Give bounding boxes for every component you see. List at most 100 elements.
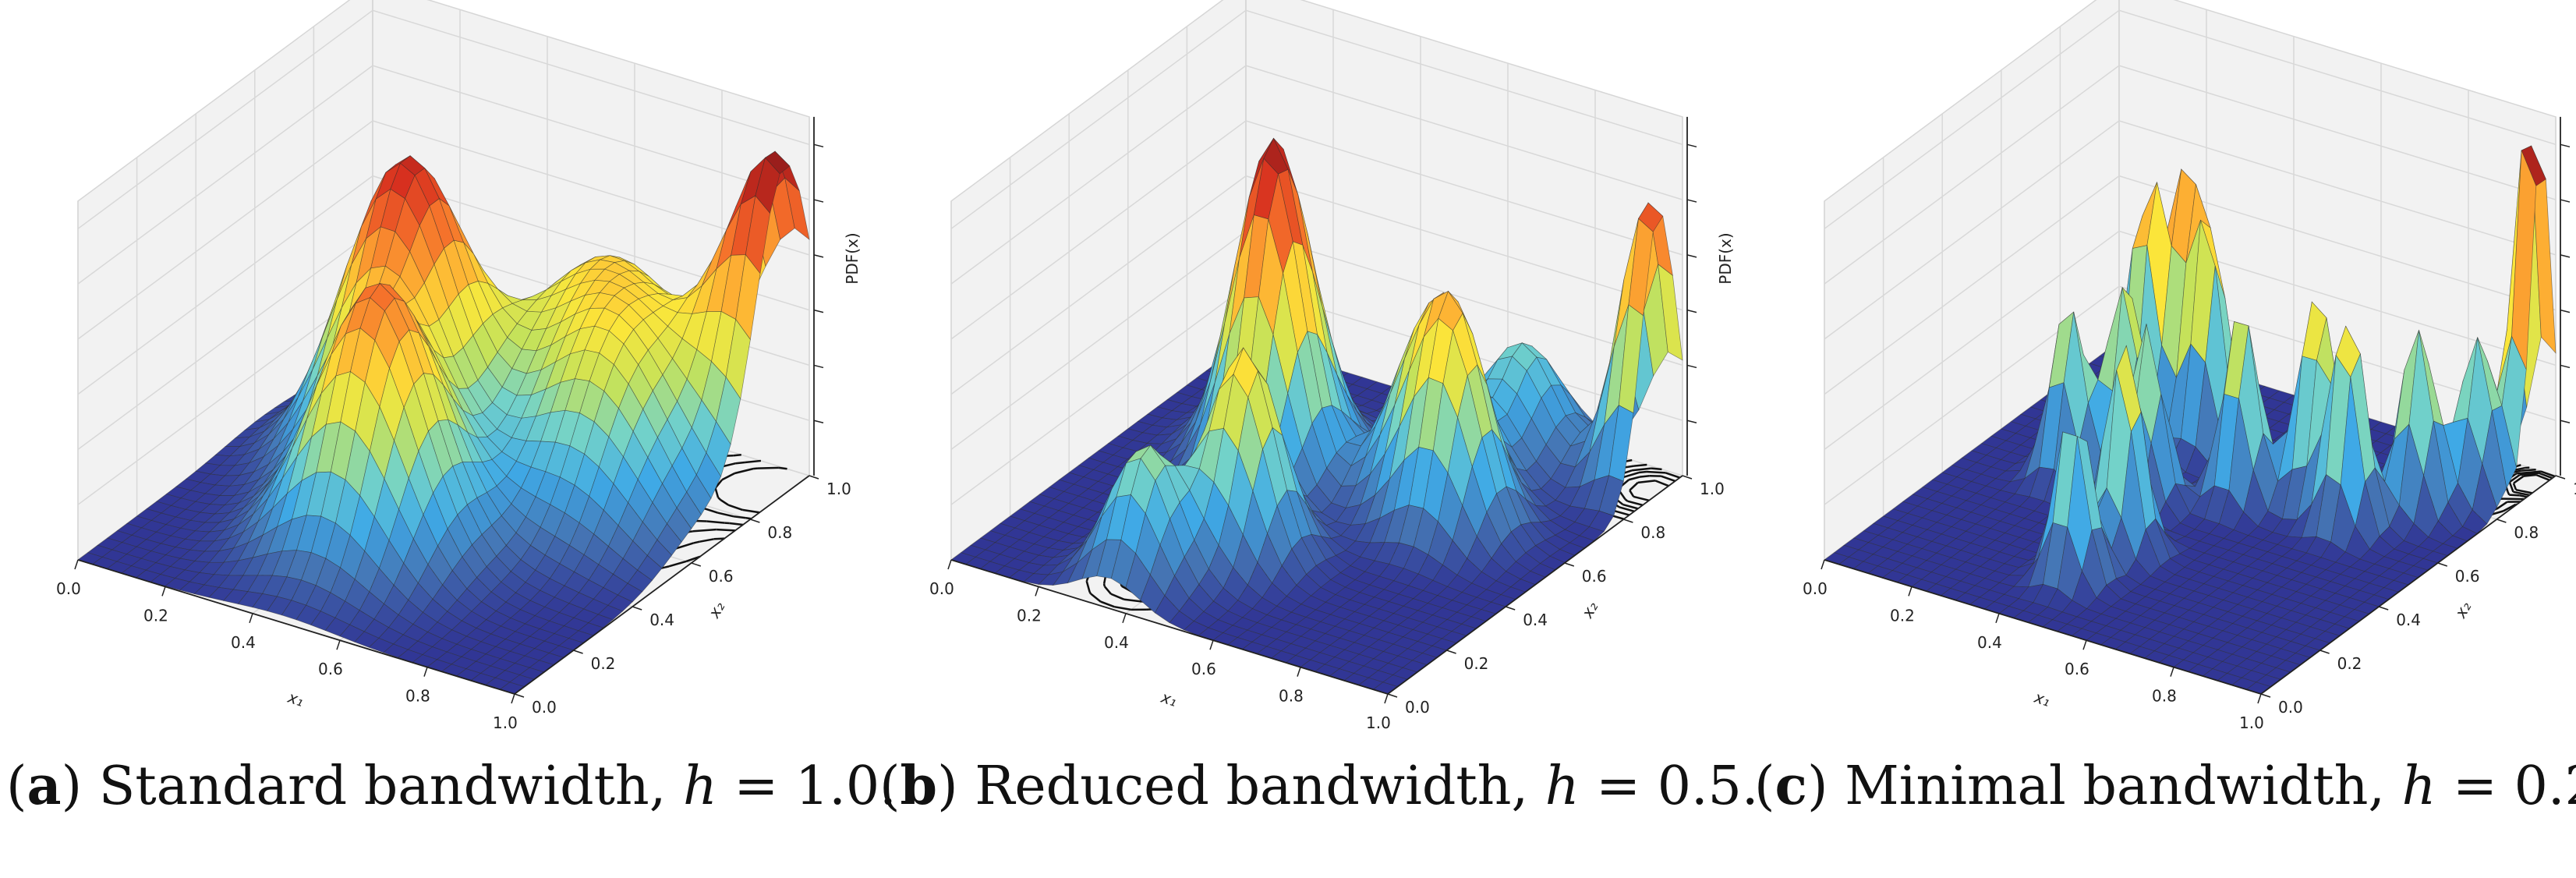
x2-tick: [1564, 562, 1575, 567]
x1-tick-label: 0.8: [405, 687, 430, 706]
z-tick: [813, 254, 824, 258]
x1-axis-label: x₁: [2032, 688, 2053, 710]
contour-line: [689, 530, 694, 533]
z-tick: [1686, 364, 1697, 369]
x2-tick-label: 0.0: [1405, 698, 1430, 717]
contour-line: [1624, 469, 1633, 474]
contour-line: [1661, 475, 1675, 483]
contour-line: [2519, 494, 2528, 498]
caption-c-var: h: [2401, 756, 2436, 817]
x2-tick: [632, 606, 642, 611]
contour-line: [2538, 472, 2553, 480]
contour-line: [1665, 472, 1680, 479]
caption-b-eq: = 0.5.: [1579, 756, 1759, 817]
contour-line: [2509, 473, 2521, 483]
gridline: [950, 175, 1683, 395]
contour-line: [1114, 605, 1131, 611]
x1-tick: [1908, 586, 1913, 597]
x2-tick: [1387, 693, 1398, 698]
x1-tick: [74, 559, 79, 570]
x2-tick-label: 0.6: [2455, 567, 2480, 586]
contour-line: [735, 461, 745, 465]
caption-b-var: h: [1545, 756, 1580, 817]
x1-tick: [2082, 639, 2087, 650]
x1-axis-line: [950, 559, 1389, 695]
x2-tick: [2555, 475, 2566, 480]
x2-tick-label: 0.2: [591, 654, 616, 673]
panel-c-plot: 0.0 0.2 0.4 0.6 0.8 1.0 0.0 0.2 0.4 0.6 0.8 1.0 x₁ x₂…: [1803, 0, 2576, 732]
x1-tick: [947, 559, 952, 570]
x2-tick: [2378, 606, 2389, 611]
contour-line: [1103, 586, 1112, 595]
z-tick: [813, 309, 824, 313]
gridline: [1824, 175, 2557, 395]
x1-tick-label: 0.0: [56, 579, 81, 598]
contour-line: [2508, 481, 2514, 493]
x2-axis-label: x₂: [704, 598, 728, 621]
caption-c: (c) Minimal bandwidth, h = 0.2.: [1754, 747, 2576, 825]
x2-tick: [2260, 693, 2271, 698]
contour-line: [2503, 503, 2517, 512]
caption-a-var: h: [682, 756, 717, 817]
contour-line: [1629, 481, 1639, 491]
contour-line: [717, 528, 736, 532]
x2-tick: [2496, 519, 2507, 523]
caption-b: (b) Reduced bandwidth, h = 0.5.: [879, 755, 1759, 817]
panel-b-plot: 0.0 0.2 0.4 0.6 0.8 1.0 0.0 0.2 0.4 0.6 0.8 1.0 x₁ x₂…: [929, 0, 1735, 732]
z-tick: [813, 364, 824, 369]
x1-tick: [1035, 586, 1039, 597]
contour-line: [2513, 475, 2525, 484]
contour-line: [1646, 470, 1666, 474]
x1-tick-label: 1.0: [1366, 713, 1391, 732]
gridline: [1824, 230, 2557, 451]
x2-tick: [573, 650, 583, 654]
contour-line: [1619, 490, 1626, 500]
x1-tick-label: 0.6: [318, 660, 343, 678]
contour-line: [1614, 509, 1630, 516]
caption-b-letter: b: [900, 755, 938, 817]
x2-tick: [514, 693, 525, 698]
x1-tick-label: 0.6: [2065, 660, 2089, 678]
z-tick: [813, 199, 824, 203]
contour-line: [668, 560, 687, 568]
contour-line: [2515, 488, 2533, 494]
x1-tick-label: 0.2: [1890, 606, 1915, 625]
contour-line: [2540, 470, 2556, 478]
contour-line: [692, 528, 717, 533]
contour-line: [2512, 483, 2518, 490]
x1-tick: [1384, 693, 1389, 704]
x2-tick-label: 1.0: [826, 480, 851, 498]
x1-tick: [511, 693, 515, 704]
x2-tick-label: 0.4: [2396, 611, 2421, 629]
gridline: [950, 9, 1683, 229]
contour-line: [714, 487, 720, 498]
x2-tick-label: 1.0: [2573, 480, 2576, 498]
x1-axis-label: x₁: [285, 688, 306, 710]
gridline: [1824, 120, 2557, 340]
caption-a-text: Standard bandwidth,: [98, 756, 683, 817]
contour-line: [1088, 591, 1092, 595]
z-tick: [813, 420, 824, 423]
x2-tick: [1505, 606, 1516, 611]
x2-tick-label: 0.4: [649, 611, 674, 629]
contour-line: [745, 459, 762, 464]
x2-tick-label: 0.8: [2514, 523, 2539, 542]
contour-line: [717, 512, 734, 518]
x2-axis-line: [2260, 475, 2557, 695]
x1-tick: [161, 586, 166, 597]
caption-c-eq: = 0.2.: [2453, 756, 2576, 817]
x2-tick-label: 0.4: [1523, 611, 1548, 629]
contour-line: [2507, 491, 2511, 496]
x1-tick-label: 0.0: [1803, 579, 1828, 598]
x1-tick: [1995, 613, 2000, 624]
gridline: [1824, 65, 2557, 285]
caption-a: (a) Standard bandwidth, h = 1.0.: [6, 755, 897, 817]
caption-a-eq: = 1.0.: [717, 756, 897, 817]
gridline: [950, 65, 1683, 285]
gridline: [77, 120, 810, 340]
contour-line: [1110, 593, 1125, 600]
x1-tick: [249, 613, 253, 624]
contour-line: [1619, 506, 1635, 513]
x2-axis-label: x₂: [1577, 598, 1601, 621]
z-tick: [2560, 309, 2571, 313]
